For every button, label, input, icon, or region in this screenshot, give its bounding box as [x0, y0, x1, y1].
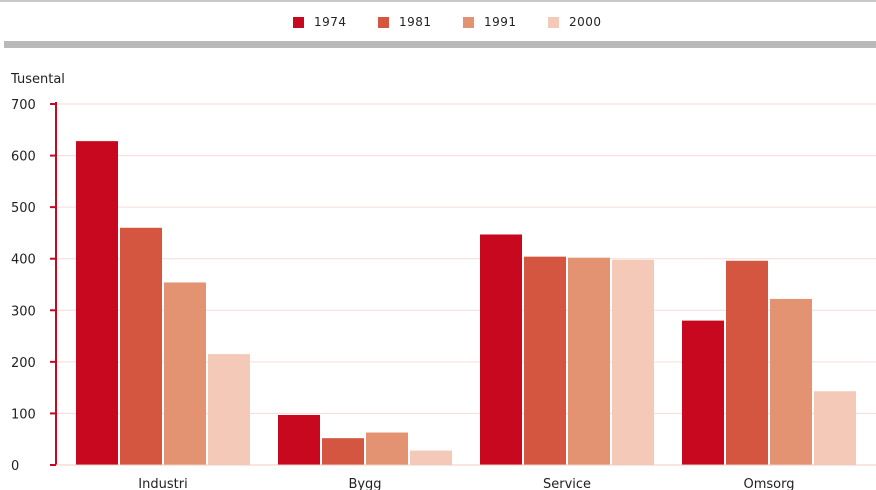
y-tick-label-200: 200: [11, 356, 36, 371]
y-tick-label-100: 100: [11, 407, 36, 422]
legend-swatch-1991: [463, 16, 474, 28]
bar-omsorg-2000: [814, 391, 856, 465]
bar-bygg-1974: [278, 414, 320, 465]
bar-omsorg-1991: [770, 298, 812, 465]
bar-service-1991: [568, 257, 610, 465]
x-tick-label-omsorg: Omsorg: [744, 477, 795, 490]
bar-service-1981: [524, 256, 566, 465]
bar-industri-1991: [164, 282, 206, 465]
y-axis-unit-label: Tusental: [11, 72, 65, 87]
bar-omsorg-1974: [682, 320, 724, 465]
y-tick-label-700: 700: [11, 98, 36, 113]
legend-label-2000: 2000: [569, 15, 602, 29]
bar-bygg-1981: [322, 438, 364, 465]
legend-item-1974: 1974: [293, 14, 347, 30]
bar-industri-1981: [120, 227, 162, 465]
legend-label-1991: 1991: [484, 15, 517, 29]
bar-omsorg-1981: [726, 260, 768, 465]
legend-swatch-2000: [548, 16, 559, 28]
legend-swatch-1974: [293, 16, 304, 28]
y-tick-label-500: 500: [11, 201, 36, 216]
top-rule: [0, 0, 876, 2]
bar-bygg-1991: [366, 432, 408, 465]
y-tick-label-300: 300: [11, 304, 36, 319]
legend-item-1991: 1991: [463, 14, 517, 30]
separator-bar: [4, 41, 876, 48]
legend-label-1974: 1974: [314, 15, 347, 29]
bar-service-2000: [612, 259, 654, 465]
y-tick-label-400: 400: [11, 253, 36, 268]
legend: 1974 1981 1991 2000: [0, 0, 876, 42]
x-tick-label-service: Service: [543, 477, 591, 490]
legend-swatch-1981: [378, 16, 389, 28]
bar-industri-1974: [76, 141, 118, 466]
bar-industri-2000: [208, 354, 250, 465]
y-tick-label-0: 0: [11, 459, 19, 474]
legend-label-1981: 1981: [399, 15, 432, 29]
legend-item-2000: 2000: [548, 14, 602, 30]
bar-service-1974: [480, 234, 522, 465]
bar-bygg-2000: [410, 450, 452, 465]
x-tick-label-industri: Industri: [138, 477, 187, 490]
legend-item-1981: 1981: [378, 14, 432, 30]
x-tick-label-bygg: Bygg: [348, 477, 381, 490]
y-tick-label-600: 600: [11, 150, 36, 165]
